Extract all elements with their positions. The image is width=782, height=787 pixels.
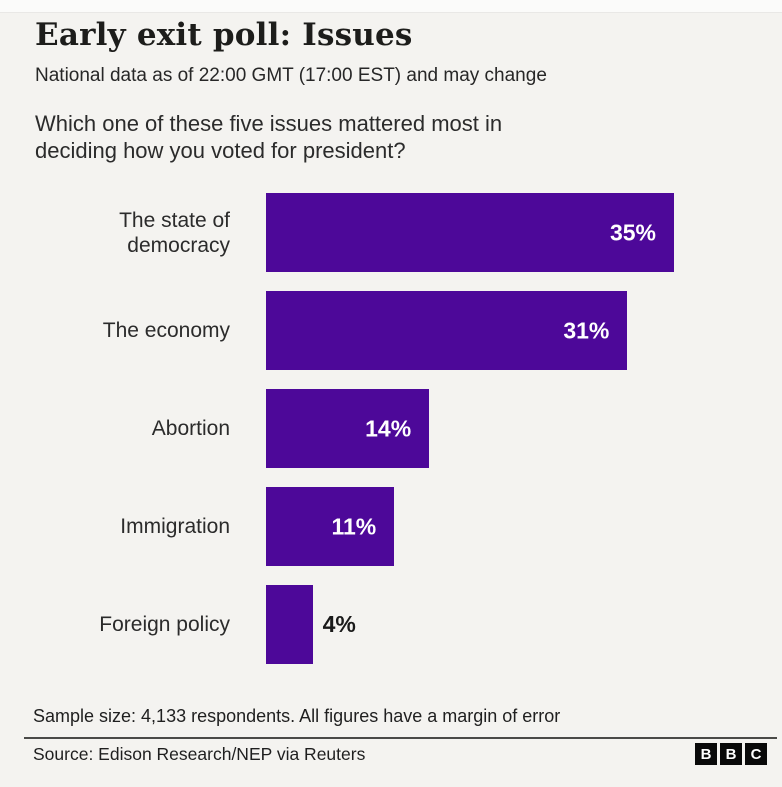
chart-question: Which one of these five issues mattered … [35, 111, 503, 163]
bbc-logo-block: B [720, 743, 742, 765]
bar-value-label: 14% [365, 415, 412, 441]
bar-value-label: 35% [609, 219, 656, 245]
bar-track: 11% [266, 487, 674, 566]
bar-track: 35% [266, 193, 674, 272]
category-label: Abortion [151, 417, 230, 440]
category-label: Immigration [120, 515, 230, 538]
source-text: Source: Edison Research/NEP via Reuters [33, 743, 366, 764]
bar-track: 4% [266, 585, 674, 664]
bar-the-economy: 31% [266, 291, 628, 370]
bar-chart: The state of democracy 35% The economy 31% A… [0, 193, 782, 664]
bar-row: Immigration 11% [0, 487, 782, 566]
top-strip [0, 0, 782, 13]
bar-foreign-policy [266, 585, 313, 664]
bar-value-label: 11% [331, 513, 377, 539]
bar-value-label: 4% [322, 611, 356, 637]
source-row: Source: Edison Research/NEP via Reuters … [33, 743, 767, 765]
bbc-logo-block: C [745, 743, 767, 765]
chart-title: Early exit poll: Issues [35, 17, 413, 53]
bar-track: 14% [266, 389, 674, 468]
category-label: Foreign policy [99, 613, 230, 636]
bar-immigration: 11% [266, 487, 395, 566]
sample-size-note: Sample size: 4,133 respondents. All figu… [33, 706, 561, 726]
category-label: The economy [102, 319, 230, 342]
bar-the-state-of-democracy: 35% [266, 193, 674, 272]
bar-value-label: 31% [563, 317, 610, 343]
footer-divider [24, 737, 777, 739]
bbc-logo-block: B [695, 743, 717, 765]
category-label: The state of democracy [119, 208, 230, 257]
bar-row: Foreign policy 4% [0, 585, 782, 664]
chart-subtitle: National data as of 22:00 GMT (17:00 EST… [35, 65, 547, 86]
bar-row: Abortion 14% [0, 389, 782, 468]
bar-abortion: 14% [266, 389, 430, 468]
bar-row: The state of democracy 35% [0, 193, 782, 272]
bar-row: The economy 31% [0, 291, 782, 370]
bar-track: 31% [266, 291, 674, 370]
